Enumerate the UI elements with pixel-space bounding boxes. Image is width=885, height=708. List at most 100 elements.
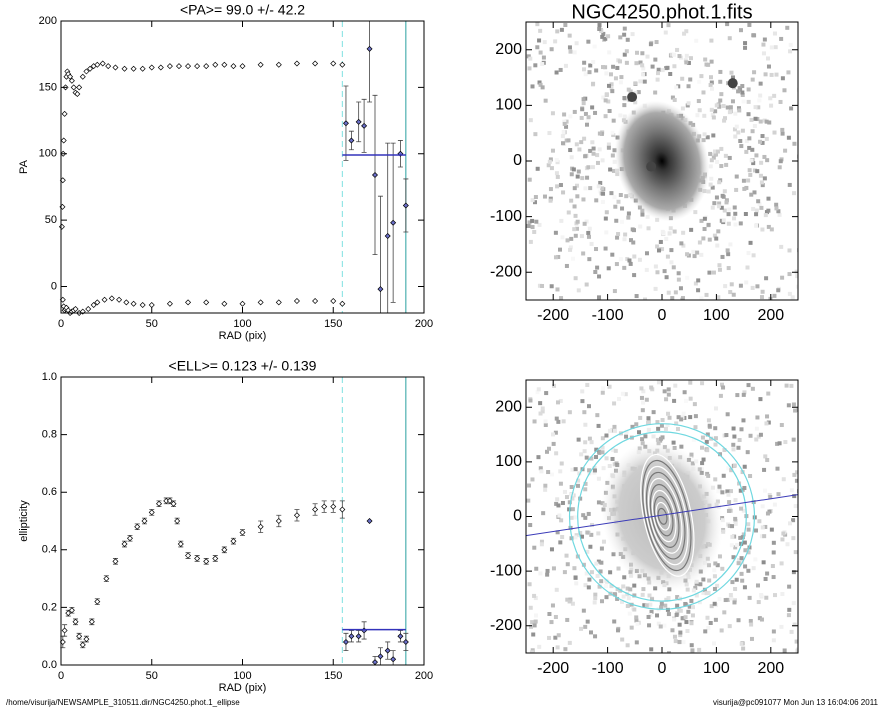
pixel bbox=[599, 560, 604, 565]
pixel bbox=[538, 50, 543, 55]
pixel bbox=[566, 210, 571, 215]
pixel bbox=[603, 36, 608, 41]
pixel bbox=[543, 483, 548, 488]
pixel bbox=[543, 419, 548, 424]
data-point bbox=[74, 91, 81, 97]
pixel bbox=[620, 206, 625, 211]
pixel bbox=[585, 118, 590, 123]
pixel bbox=[686, 60, 691, 65]
pixel bbox=[583, 487, 588, 492]
pixel bbox=[688, 396, 693, 401]
pixel bbox=[558, 67, 563, 72]
pixel bbox=[691, 588, 696, 593]
pixel bbox=[626, 215, 631, 220]
pixel bbox=[752, 123, 757, 128]
pixel bbox=[564, 119, 569, 124]
data-point bbox=[72, 306, 79, 313]
data-point bbox=[348, 137, 355, 144]
pixel bbox=[542, 40, 547, 45]
pixel bbox=[569, 485, 574, 490]
pixel bbox=[532, 545, 537, 550]
pixel bbox=[686, 609, 691, 614]
pixel bbox=[727, 624, 732, 629]
data-point bbox=[377, 286, 384, 293]
pixel bbox=[641, 587, 646, 592]
pixel bbox=[721, 473, 726, 478]
pixel bbox=[572, 566, 577, 571]
pixel bbox=[537, 644, 542, 649]
pixel bbox=[582, 221, 587, 226]
pixel bbox=[594, 198, 599, 203]
pixel bbox=[747, 168, 752, 173]
pixel bbox=[749, 117, 754, 122]
pixel bbox=[742, 464, 747, 469]
pixel bbox=[680, 616, 685, 621]
pixel bbox=[684, 60, 689, 65]
pixel bbox=[584, 571, 589, 576]
pixel bbox=[618, 193, 623, 198]
pixel bbox=[713, 442, 718, 447]
pixel bbox=[579, 534, 584, 539]
pixel bbox=[713, 477, 718, 482]
pixel bbox=[734, 577, 739, 582]
pixel bbox=[721, 104, 726, 109]
pixel bbox=[558, 540, 563, 545]
pixel bbox=[746, 99, 751, 104]
pixel bbox=[595, 265, 600, 270]
pixel bbox=[750, 77, 755, 82]
pixel bbox=[749, 636, 754, 641]
pixel bbox=[709, 75, 714, 80]
pixel bbox=[609, 584, 614, 589]
data-point bbox=[312, 60, 319, 67]
pixel bbox=[568, 49, 573, 54]
pixel bbox=[641, 66, 646, 71]
pixel bbox=[733, 211, 738, 216]
pixel bbox=[729, 282, 734, 287]
pixel bbox=[792, 141, 797, 146]
pixel bbox=[720, 490, 725, 495]
data-point bbox=[108, 295, 115, 302]
pixel bbox=[610, 456, 615, 461]
pixel bbox=[557, 513, 562, 518]
pixel bbox=[778, 159, 783, 164]
pixel bbox=[674, 85, 679, 90]
pixel bbox=[745, 450, 750, 455]
pixel bbox=[794, 470, 798, 475]
pixel bbox=[538, 571, 543, 576]
pixel bbox=[656, 426, 661, 431]
pixel bbox=[560, 235, 565, 240]
pixel bbox=[590, 140, 595, 145]
pixel bbox=[600, 186, 605, 191]
pixel bbox=[543, 98, 548, 103]
pixel bbox=[733, 111, 738, 116]
pixel bbox=[567, 45, 572, 50]
pixel bbox=[761, 42, 766, 47]
pixel bbox=[776, 288, 781, 293]
pixel bbox=[553, 255, 558, 260]
pixel bbox=[696, 99, 701, 104]
pixel bbox=[663, 426, 668, 431]
pixel bbox=[715, 583, 720, 588]
pixel bbox=[600, 199, 605, 204]
pixel bbox=[646, 226, 651, 231]
pixel bbox=[780, 537, 785, 542]
pixel bbox=[709, 107, 714, 112]
data-point bbox=[61, 110, 68, 117]
y-axis-label: ellipticity bbox=[18, 500, 30, 542]
pixel bbox=[713, 426, 718, 431]
pixel bbox=[630, 424, 635, 429]
x-tick-label: -200 bbox=[537, 307, 569, 324]
pixel bbox=[740, 92, 745, 97]
pixel bbox=[685, 252, 690, 257]
pixel bbox=[622, 103, 627, 108]
pixel bbox=[633, 81, 638, 86]
pixel bbox=[556, 503, 561, 508]
pixel bbox=[746, 87, 751, 92]
data-point bbox=[112, 64, 119, 71]
y-tick-label: 50 bbox=[45, 214, 57, 226]
pixel bbox=[717, 554, 722, 559]
pixel bbox=[762, 467, 767, 472]
pixel bbox=[746, 522, 751, 527]
pixel bbox=[538, 82, 543, 87]
data-point bbox=[123, 299, 130, 306]
